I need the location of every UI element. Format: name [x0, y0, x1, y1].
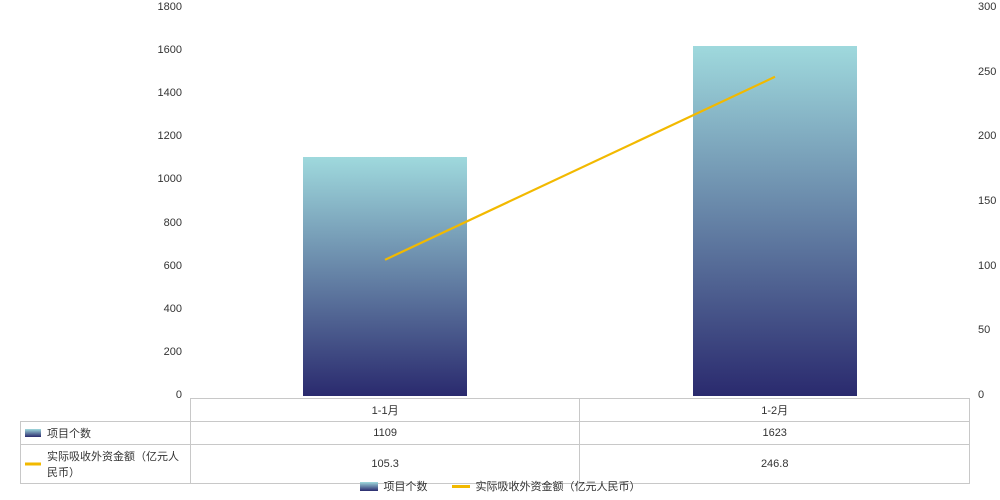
legend-label: 项目个数: [384, 478, 428, 494]
tick-label: 300: [978, 1, 996, 13]
table-row: 1-1月1-2月: [21, 399, 970, 422]
tick-label: 200: [164, 346, 182, 358]
table-cell: [21, 399, 191, 422]
tick-label: 1800: [158, 1, 182, 13]
category-cell: 1-1月: [190, 399, 580, 422]
combo-chart: 0200400600800100012001400160018000501001…: [0, 0, 1000, 500]
table-row: 项目个数11091623: [21, 422, 970, 445]
legend-swatch-bar: [360, 482, 378, 491]
row-header: 项目个数: [21, 422, 191, 445]
tick-label: 1600: [158, 44, 182, 56]
tick-label: 400: [164, 303, 182, 315]
legend-swatch-line: [452, 485, 470, 488]
data-cell: 1109: [190, 422, 580, 445]
tick-label: 1400: [158, 87, 182, 99]
data-table: 1-1月1-2月项目个数11091623实际吸收外资金额（亿元人民币）105.3…: [20, 398, 970, 484]
tick-label: 250: [978, 66, 996, 78]
data-cell: 1623: [580, 422, 970, 445]
tick-label: 200: [978, 130, 996, 142]
legend: 项目个数 实际吸收外资金额（亿元人民币）: [0, 478, 1000, 494]
tick-label: 0: [978, 389, 984, 401]
tick-label: 100: [978, 260, 996, 272]
tick-label: 600: [164, 260, 182, 272]
tick-label: 50: [978, 324, 990, 336]
tick-label: 800: [164, 217, 182, 229]
legend-label: 实际吸收外资金额（亿元人民币）: [476, 478, 641, 494]
legend-item: 项目个数: [360, 478, 428, 494]
tick-label: 1200: [158, 130, 182, 142]
category-cell: 1-2月: [580, 399, 970, 422]
line-overlay: [190, 8, 970, 396]
line-series: [385, 77, 775, 260]
legend-item: 实际吸收外资金额（亿元人民币）: [452, 478, 641, 494]
tick-label: 150: [978, 195, 996, 207]
tick-label: 1000: [158, 173, 182, 185]
